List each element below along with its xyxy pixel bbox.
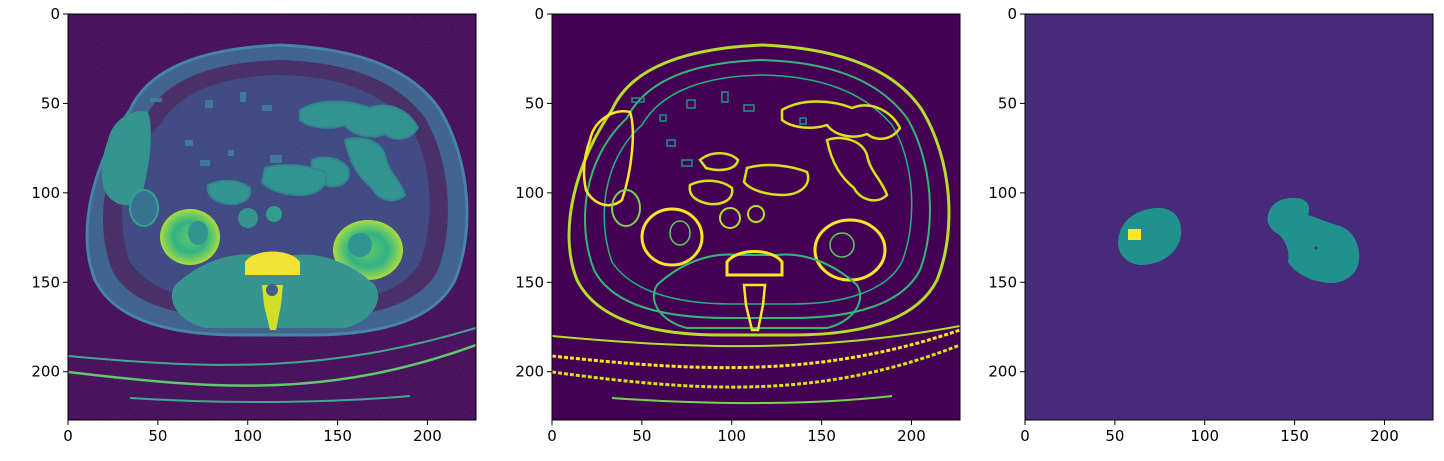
- edge-spine: [742, 283, 767, 332]
- edge-table-line-4: [611, 395, 893, 405]
- axes-segmentation-mask: 0 50 100 150 200 0 50 100 150 200: [988, 5, 1398, 445]
- y-tick-label: 150: [515, 273, 544, 291]
- ct-image: [68, 14, 476, 420]
- edge-liver: [582, 109, 635, 207]
- mask-background: [1025, 14, 1433, 420]
- y-tick-label: 50: [525, 94, 544, 112]
- edge-abdomen-outline: [603, 74, 913, 305]
- axes-ct-slice: 0 50 100 150 200 0 50 100 150 200: [31, 5, 441, 445]
- edge-ivc: [747, 205, 765, 223]
- x-tick-label: 150: [1280, 427, 1309, 445]
- x-tick-label: 150: [323, 427, 352, 445]
- mask-image: [1118, 197, 1360, 284]
- edge-vertebra: [725, 250, 784, 277]
- edge-body-outline: [567, 43, 951, 337]
- y-tick-label: 200: [515, 363, 544, 381]
- panel-edge-map: [551, 13, 961, 421]
- x-tick-label: 100: [233, 427, 262, 445]
- panel-segmentation-mask: [1024, 13, 1434, 421]
- axes-frame-1: [67, 13, 477, 421]
- axes-frame-2: [551, 13, 961, 421]
- edge-back-muscles: [652, 253, 862, 329]
- edge-table-line-2: [552, 328, 960, 370]
- mask-hole: [1314, 246, 1318, 250]
- y-tick-label: 0: [1007, 5, 1017, 23]
- edge-colon-left: [611, 189, 641, 227]
- edge-kidney-left-inner: [669, 220, 691, 246]
- y-tick-label: 100: [31, 184, 60, 202]
- y-tick-label: 100: [988, 184, 1017, 202]
- x-tick-label: 0: [1020, 427, 1030, 445]
- edge-kidney-left: [640, 207, 704, 267]
- mask-kidney-right: [1267, 197, 1360, 284]
- x-tick-label: 200: [897, 427, 926, 445]
- x-tick-label: 0: [547, 427, 557, 445]
- y-tick-label: 100: [515, 184, 544, 202]
- x-tick-label: 200: [1370, 427, 1399, 445]
- y-tick-label: 50: [41, 94, 60, 112]
- axes-frame-3: [1024, 13, 1434, 421]
- edge-bowel: [688, 100, 902, 206]
- x-tick-label: 200: [413, 427, 442, 445]
- x-tick-label: 100: [717, 427, 746, 445]
- edge-aorta: [719, 207, 741, 229]
- y-tick-label: 0: [50, 5, 60, 23]
- edge-table-line-1: [552, 325, 960, 348]
- y-tick-label: 150: [31, 273, 60, 291]
- y-tick-label: 200: [988, 363, 1017, 381]
- x-tick-label: 0: [63, 427, 73, 445]
- edge-inner-outline: [584, 58, 931, 319]
- x-tick-label: 100: [1190, 427, 1219, 445]
- x-tick-label: 50: [148, 427, 167, 445]
- y-tick-label: 0: [534, 5, 544, 23]
- panel-ct-slice: [67, 13, 477, 421]
- x-tick-label: 150: [807, 427, 836, 445]
- axes-edge-map: 0 50 100 150 200 0 50 100 150 200: [515, 5, 925, 445]
- edge-speckles: [631, 91, 807, 167]
- edge-image-background: [552, 14, 960, 420]
- ticks-layer: 0 50 100 150 200 0 50 100 150 200 0 50 100 150 200 0 50 1…: [31, 5, 1398, 445]
- ct-noise: [68, 14, 476, 420]
- x-tick-label: 50: [632, 427, 651, 445]
- edge-table-line-3: [552, 343, 960, 389]
- y-tick-label: 150: [988, 273, 1017, 291]
- edge-kidney-right-inner: [829, 232, 855, 258]
- y-tick-label: 200: [31, 363, 60, 381]
- mask-tumor: [1128, 229, 1141, 240]
- edge-image: [552, 43, 960, 405]
- x-tick-label: 50: [1105, 427, 1124, 445]
- y-tick-label: 50: [998, 94, 1017, 112]
- mask-kidney-left: [1118, 207, 1182, 265]
